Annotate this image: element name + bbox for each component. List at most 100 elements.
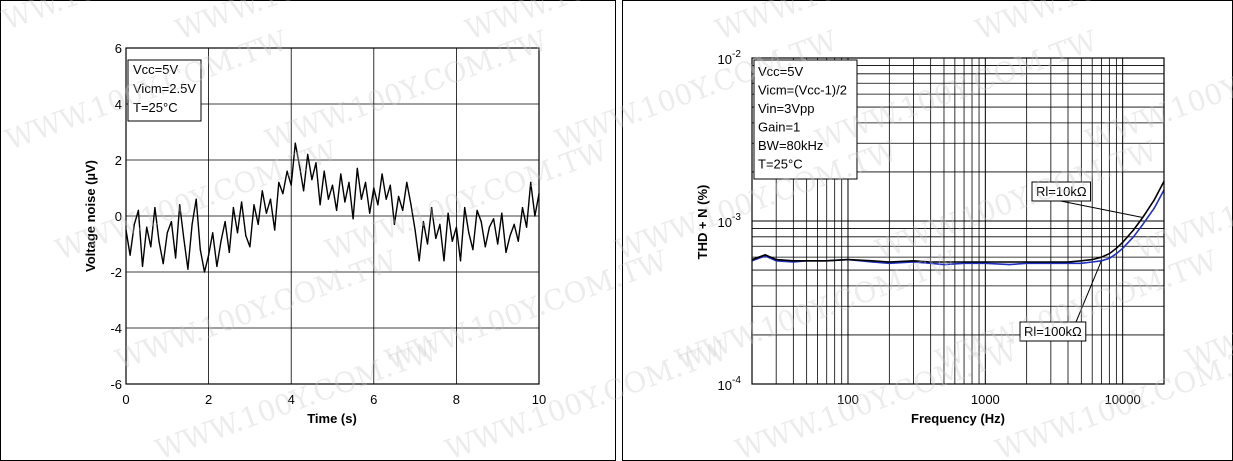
noise-data-point <box>162 263 164 265</box>
noise-data-point <box>232 207 234 209</box>
noise-data-point <box>381 173 383 175</box>
thd-chart-x-tick-label: 100 <box>837 392 859 407</box>
thd-rl-10k-point <box>847 258 849 261</box>
noise-chart-y-tick-label: 6 <box>115 41 122 56</box>
noise-data-point <box>521 207 524 209</box>
thd-rl-100k-point <box>792 261 794 263</box>
noise-chart-condition-text: T=25°C <box>133 100 178 115</box>
noise-data-point <box>431 207 433 209</box>
thd-chart-y-tick-label: 10 <box>718 215 732 230</box>
noise-data-point <box>323 170 325 172</box>
watermark-text: WWW.100Y.COM.TW <box>261 24 552 157</box>
thd-rl-100k-point <box>871 261 873 263</box>
noise-data-point <box>174 257 177 259</box>
noise-data-point <box>480 221 482 223</box>
noise-chart-x-tick-label: 6 <box>370 392 377 407</box>
noise-data-point <box>459 260 462 262</box>
noise-data-point <box>208 254 210 256</box>
watermark-text: WWW.100Y.COM.TW <box>441 334 732 461</box>
thd-chart-x-axis-label: Frequency (Hz) <box>911 411 1005 426</box>
noise-data-point <box>212 232 214 234</box>
noise-data-point <box>451 240 453 242</box>
noise-data-point <box>443 260 445 262</box>
noise-data-point <box>224 221 226 223</box>
thd-rl-100k-point <box>1008 264 1011 266</box>
legend-box-rl-100k <box>1019 321 1087 342</box>
thd-rl-10k-point <box>1080 260 1082 262</box>
thd-rl-10k-point <box>930 261 932 263</box>
thd-series-rl-10k-line <box>751 181 1165 263</box>
thd-rl-10k-point <box>1067 261 1069 263</box>
watermark-text: WWW.100Y.COM.TW <box>151 334 442 461</box>
thd-chart-x-tick-label: 1000 <box>971 392 1000 407</box>
noise-data-point <box>170 221 173 223</box>
noise-data-point <box>336 209 338 211</box>
noise-data-point <box>294 142 296 144</box>
noise-data-point <box>455 226 457 228</box>
noise-data-point <box>203 271 206 273</box>
thd-rl-10k-point <box>984 261 986 263</box>
noise-data-point <box>236 232 239 234</box>
noise-data-point <box>166 232 168 234</box>
thd-chart-y-tick-exponent: -3 <box>732 212 741 223</box>
noise-data-point <box>191 223 193 225</box>
thd-chart-plot-frame <box>751 57 1165 385</box>
noise-data-point <box>278 181 280 183</box>
noise-data-point <box>472 249 474 251</box>
noise-data-point <box>298 165 301 167</box>
noise-chart-x-tick-label: 10 <box>532 392 546 407</box>
thd-chart: Vcc=5V Vicm=(Vcc-1)/2 Vin=3Vpp Gain=1 BW=80k… <box>695 49 1165 426</box>
noise-data-point <box>505 251 507 253</box>
noise-data-point <box>418 260 420 262</box>
noise-data-point <box>484 246 486 248</box>
noise-data-point <box>216 265 218 267</box>
thd-rl-10k-point <box>888 261 890 263</box>
thd-rl-100k-point <box>1132 236 1135 238</box>
thd-chart-condition-text: Gain=1 <box>758 120 800 135</box>
noise-chart-y-tick-label: -2 <box>110 265 122 280</box>
thd-chart-condition-text: T=25°C <box>758 157 803 172</box>
legend-label-rl-100k: Rl=100kΩ <box>1024 324 1082 339</box>
noise-data-point <box>199 249 201 251</box>
noise-data-point <box>352 218 354 220</box>
noise-data-point <box>517 240 519 242</box>
noise-data-point <box>290 184 292 186</box>
noise-data-point <box>468 232 470 234</box>
noise-chart-y-tick-label: 4 <box>115 97 122 112</box>
noise-data-point <box>513 223 515 225</box>
noise-data-point <box>327 198 329 200</box>
noise-data-point <box>195 198 197 200</box>
thd-chart-y-tick-label: 10 <box>718 378 732 393</box>
noise-data-point <box>410 204 412 206</box>
noise-data-point <box>497 243 499 245</box>
noise-data-point <box>302 190 305 192</box>
noise-data-point <box>426 243 429 245</box>
noise-data-point <box>187 268 189 270</box>
noise-chart-x-tick-label: 2 <box>205 392 212 407</box>
watermark-text: WWW.100Y.COM.TW <box>321 134 612 267</box>
noise-data-point <box>526 226 528 228</box>
noise-data-point <box>311 179 313 181</box>
thd-rl-100k-point <box>912 261 915 263</box>
noise-data-point <box>369 212 371 214</box>
thd-rl-10k-point <box>963 261 965 263</box>
noise-data-point <box>364 181 367 183</box>
thd-chart-condition-text: Vicm=(Vcc-1)/2 <box>758 83 847 98</box>
noise-data-point <box>344 201 346 203</box>
thd-rl-100k-point <box>1108 257 1110 259</box>
thd-chart-y-axis-label: THD + N (%) <box>695 185 710 260</box>
noise-chart-condition-text: Vicm=2.5V <box>133 81 196 96</box>
noise-data-point <box>476 209 478 211</box>
watermark-text: WWW.100Y.COM.TW <box>1081 24 1233 157</box>
noise-data-point <box>435 237 437 239</box>
noise-data-point <box>220 240 222 242</box>
noise-data-point <box>179 204 181 206</box>
noise-chart-x-axis-label: Time (s) <box>307 411 357 426</box>
thd-rl-100k-point <box>943 264 945 266</box>
thd-rl-100k-point <box>1091 261 1093 263</box>
noise-data-point <box>141 265 144 267</box>
noise-chart-y-tick-label: -4 <box>110 321 122 336</box>
